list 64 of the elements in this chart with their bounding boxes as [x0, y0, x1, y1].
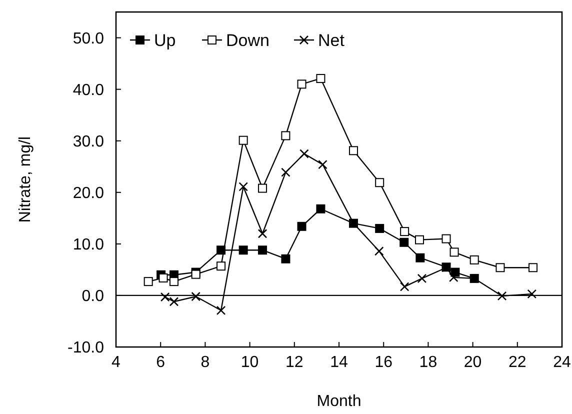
point — [216, 262, 226, 271]
legend-label: Down — [226, 30, 270, 50]
point — [297, 80, 306, 89]
legend-label: Net — [318, 30, 345, 50]
y-tick-label: 50.0 — [72, 30, 104, 48]
point — [238, 182, 248, 192]
x-tick-label: 24 — [553, 354, 571, 371]
x-tick-label: 8 — [200, 354, 210, 371]
x-tick-label: 16 — [374, 354, 393, 371]
x-tick-label: 10 — [240, 354, 259, 371]
point — [216, 306, 226, 316]
legend-label: Up — [154, 30, 176, 50]
y-tick-label: 40.0 — [72, 82, 104, 99]
y-tick-label: -10.0 — [68, 340, 104, 357]
point — [375, 224, 384, 233]
point — [300, 149, 309, 158]
point — [374, 246, 384, 256]
point — [416, 253, 425, 262]
point — [281, 168, 290, 177]
point — [450, 248, 459, 257]
point — [281, 254, 290, 264]
x-tick-label: 18 — [419, 354, 438, 371]
point — [169, 277, 178, 286]
point — [417, 274, 427, 284]
point — [281, 131, 290, 140]
x-tick-label: 14 — [330, 354, 348, 371]
y-tick-label: 30.0 — [72, 133, 104, 150]
point — [527, 289, 537, 299]
point — [528, 263, 538, 272]
point — [442, 234, 451, 244]
y-tick-label: 20.0 — [72, 184, 104, 202]
point — [160, 292, 170, 302]
point — [400, 238, 409, 247]
point — [448, 272, 458, 282]
point — [238, 136, 248, 145]
point — [258, 228, 268, 238]
x-tick-label: 22 — [508, 354, 526, 371]
point — [316, 204, 326, 214]
point — [238, 246, 248, 255]
point — [497, 291, 507, 301]
y-axis-title: Nitrate, mg/l — [17, 136, 34, 223]
point — [375, 178, 384, 188]
point — [496, 263, 505, 272]
point — [415, 235, 424, 244]
x-tick-label: 12 — [286, 354, 304, 371]
x-tick-label: 4 — [112, 354, 121, 371]
point — [258, 184, 268, 193]
x-tick-label: 20 — [464, 354, 482, 371]
point — [400, 282, 410, 292]
point — [316, 74, 326, 83]
point — [169, 296, 179, 306]
point — [258, 246, 268, 255]
point — [470, 255, 479, 264]
point — [297, 222, 306, 231]
point — [318, 160, 328, 170]
y-tick-label: 0.0 — [82, 288, 104, 306]
point — [400, 227, 410, 236]
point — [191, 292, 200, 302]
x-axis-title: Month — [316, 393, 362, 410]
point — [158, 273, 168, 282]
y-tick-label: 10.0 — [72, 236, 104, 254]
point — [144, 277, 153, 286]
point — [348, 146, 358, 156]
x-tick-label: 6 — [156, 354, 166, 371]
